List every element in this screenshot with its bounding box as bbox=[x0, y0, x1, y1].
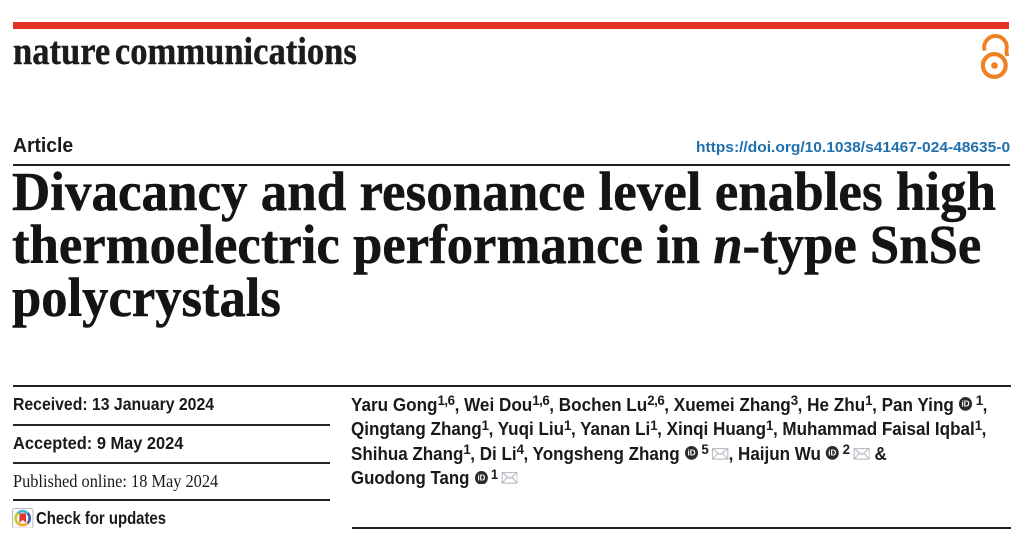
svg-text:iD: iD bbox=[962, 399, 970, 409]
svg-text:iD: iD bbox=[829, 449, 837, 458]
svg-text:iD: iD bbox=[688, 449, 696, 458]
svg-text:iD: iD bbox=[477, 473, 485, 482]
